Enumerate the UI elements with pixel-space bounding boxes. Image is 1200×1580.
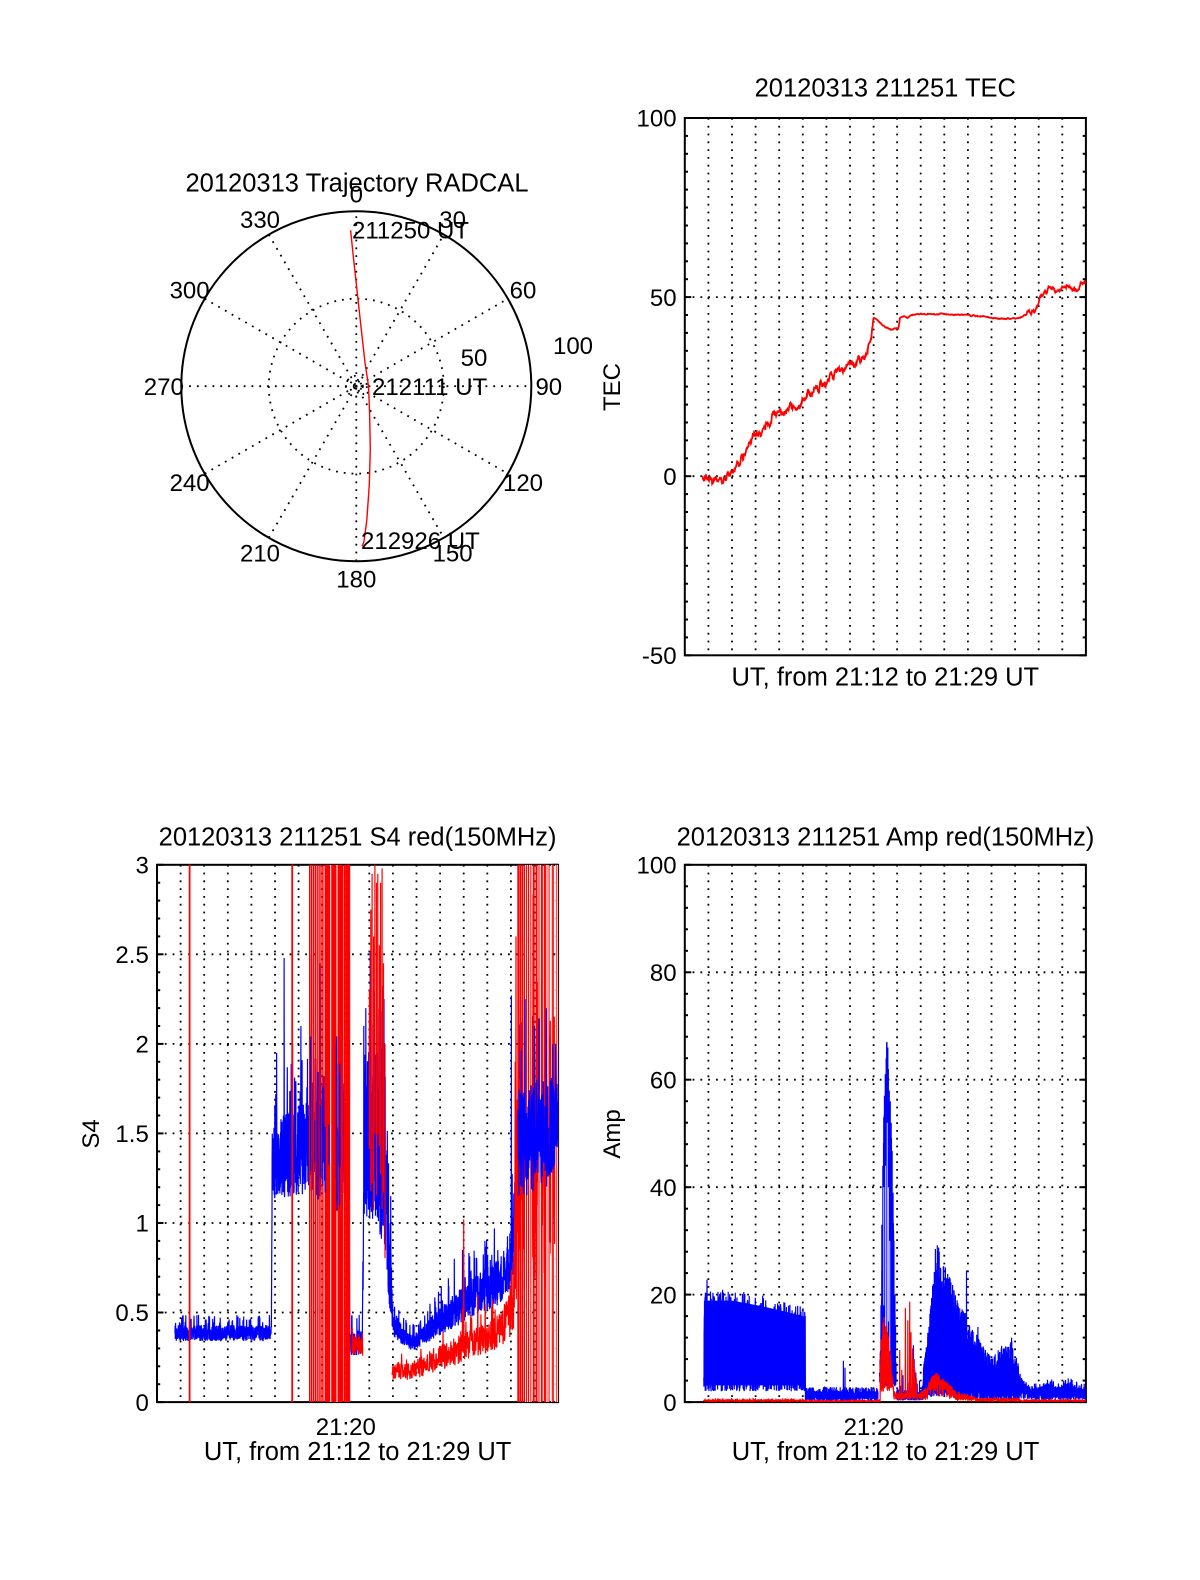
svg-text:21:20: 21:20 (844, 1414, 904, 1441)
svg-text:40: 40 (650, 1175, 677, 1202)
svg-text:330: 330 (240, 207, 280, 234)
svg-text:S4: S4 (78, 1119, 105, 1148)
svg-text:300: 300 (170, 278, 210, 305)
svg-text:240: 240 (170, 470, 210, 497)
svg-text:2.5: 2.5 (115, 942, 148, 969)
svg-text:Amp: Amp (599, 1109, 626, 1158)
svg-text:50: 50 (650, 285, 677, 312)
svg-text:TEC: TEC (599, 363, 626, 411)
svg-text:0: 0 (663, 464, 676, 491)
svg-text:2: 2 (135, 1032, 148, 1059)
svg-text:60: 60 (510, 278, 537, 305)
svg-text:-50: -50 (642, 643, 677, 670)
svg-text:80: 80 (650, 960, 677, 987)
svg-text:30: 30 (439, 207, 466, 234)
svg-text:212926 UT: 212926 UT (361, 528, 480, 555)
svg-text:21:20: 21:20 (316, 1414, 376, 1441)
svg-text:1.5: 1.5 (115, 1121, 148, 1148)
svg-text:210: 210 (240, 541, 280, 568)
svg-text:UT, from 21:12 to 21:29 UT: UT, from 21:12 to 21:29 UT (732, 1438, 1040, 1466)
svg-text:0: 0 (350, 181, 363, 208)
svg-text:90: 90 (535, 374, 562, 401)
svg-text:180: 180 (336, 566, 376, 593)
svg-text:100: 100 (637, 853, 677, 880)
svg-text:20120313 211251 Amp red(150MHz: 20120313 211251 Amp red(150MHz) (677, 824, 1095, 852)
svg-text:0.5: 0.5 (115, 1300, 148, 1327)
svg-text:60: 60 (650, 1067, 677, 1094)
svg-text:20120313 211251 S4 red(150MHz): 20120313 211251 S4 red(150MHz) (159, 824, 557, 852)
svg-text:1: 1 (135, 1211, 148, 1238)
svg-text:212111 UT: 212111 UT (372, 374, 488, 401)
svg-text:3: 3 (135, 853, 148, 880)
svg-text:100: 100 (553, 333, 593, 360)
svg-text:20120313 Trajectory RADCAL: 20120313 Trajectory RADCAL (185, 170, 528, 198)
svg-text:211250 UT: 211250 UT (352, 218, 469, 245)
svg-text:UT, from 21:12 to 21:29 UT: UT, from 21:12 to 21:29 UT (204, 1438, 512, 1466)
svg-text:270: 270 (144, 374, 184, 401)
svg-text:120: 120 (503, 470, 543, 497)
svg-text:150: 150 (433, 541, 473, 568)
svg-text:0: 0 (135, 1390, 148, 1417)
svg-text:UT, from 21:12 to 21:29 UT: UT, from 21:12 to 21:29 UT (732, 663, 1040, 691)
svg-text:0: 0 (663, 1390, 676, 1417)
svg-text:50: 50 (461, 345, 488, 372)
svg-text:100: 100 (637, 106, 677, 133)
svg-text:20120313 211251 TEC: 20120313 211251 TEC (755, 75, 1016, 103)
svg-text:20: 20 (650, 1282, 677, 1309)
